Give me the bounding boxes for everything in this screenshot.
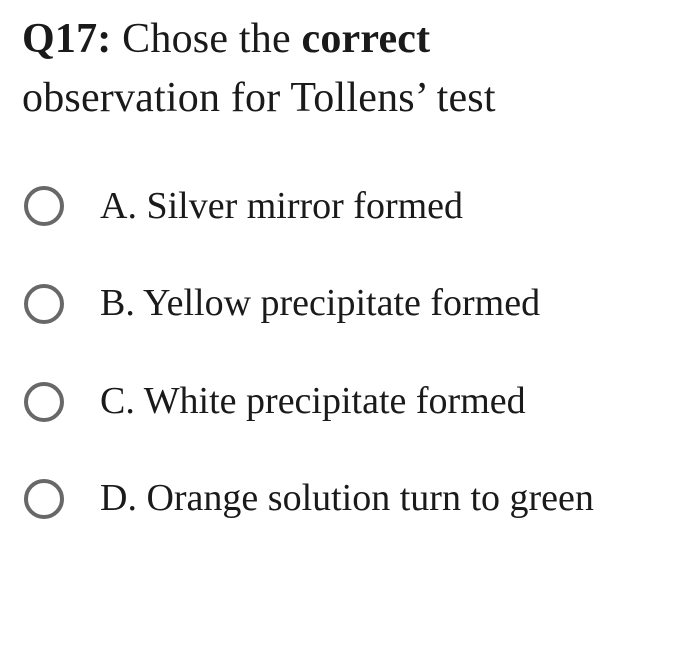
option-letter: A.	[100, 185, 137, 227]
question-prefix: Chose the	[122, 16, 291, 62]
option-letter: C.	[100, 380, 135, 422]
option-a[interactable]: A. Silver mirror formed	[22, 184, 692, 230]
question-suffix: observation for Tollens’ test	[22, 75, 496, 121]
radio-icon	[24, 284, 64, 324]
question-text: Q17: Chose the correct observation for T…	[22, 10, 692, 128]
option-text: Orange solution turn to green	[146, 477, 593, 519]
option-label: A. Silver mirror formed	[100, 184, 463, 230]
option-label: B. Yellow precipitate formed	[100, 281, 540, 327]
option-label: D. Orange solution turn to green	[100, 476, 594, 522]
radio-icon	[24, 382, 64, 422]
options-list: A. Silver mirror formed B. Yellow precip…	[22, 184, 692, 522]
option-letter: D.	[100, 477, 137, 519]
option-d[interactable]: D. Orange solution turn to green	[22, 476, 692, 522]
option-text: Silver mirror formed	[146, 185, 463, 227]
option-text: White precipitate formed	[144, 380, 526, 422]
radio-icon	[24, 186, 64, 226]
option-c[interactable]: C. White precipitate formed	[22, 379, 692, 425]
question-number: Q17:	[22, 16, 111, 62]
radio-icon	[24, 479, 64, 519]
question-emphasis: correct	[302, 16, 431, 62]
option-text: Yellow precipitate formed	[143, 282, 540, 324]
option-b[interactable]: B. Yellow precipitate formed	[22, 281, 692, 327]
question-block: Q17: Chose the correct observation for T…	[0, 0, 692, 522]
option-letter: B.	[100, 282, 135, 324]
option-label: C. White precipitate formed	[100, 379, 526, 425]
